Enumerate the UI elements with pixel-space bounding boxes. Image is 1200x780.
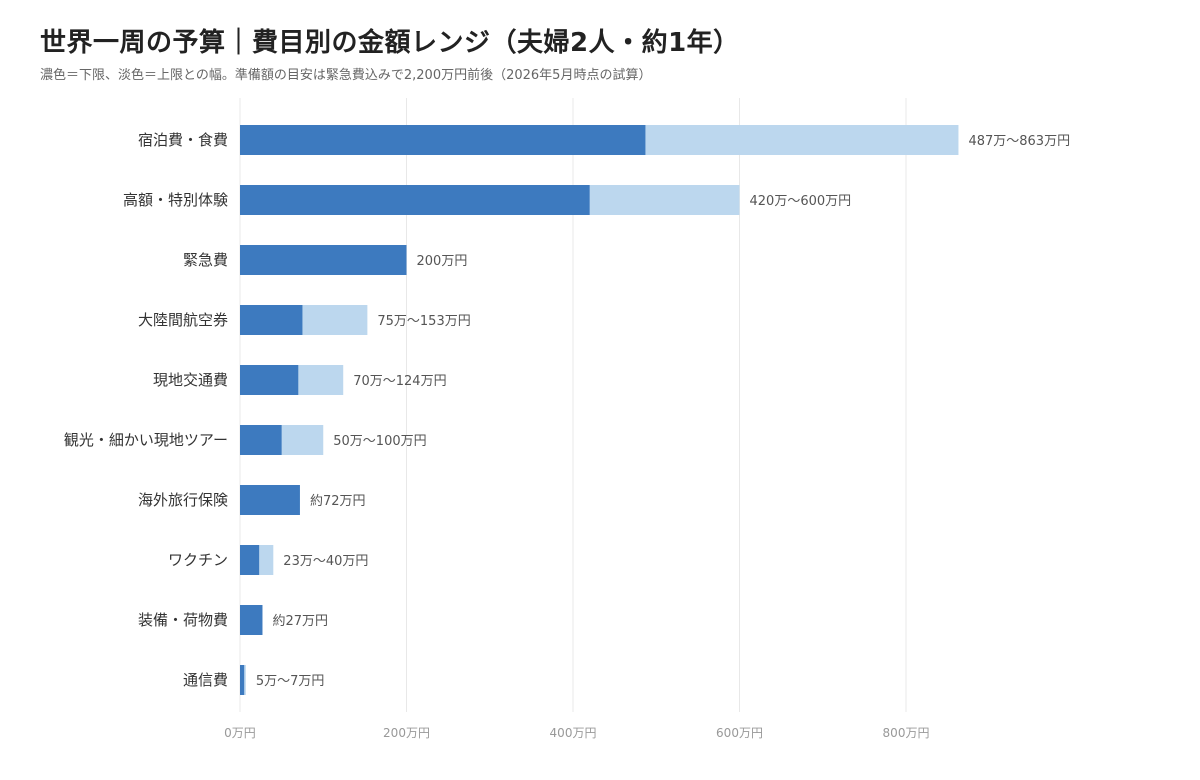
category-label: 観光・細かい現地ツアー — [64, 431, 228, 449]
value-label: 420万〜600万円 — [750, 194, 852, 209]
labels: 0万円 200万円 400万円 600万円 800万円 宿泊費・食費 487万〜863万円高… — [64, 131, 1070, 740]
bar-lower — [240, 125, 646, 155]
x-tick-label: 600万円 — [716, 726, 763, 740]
category-label: ワクチン — [168, 551, 228, 569]
x-tick-label: 0万円 — [224, 726, 256, 740]
bar-lower — [240, 425, 282, 455]
value-label: 約27万円 — [272, 614, 328, 629]
value-label: 200万円 — [417, 254, 468, 269]
chart-title: 世界一周の予算｜費目別の金額レンジ（夫婦2人・約1年） — [40, 28, 740, 58]
chart-subtitle: 濃色＝下限、淡色＝上限との幅。準備額の目安は緊急費込みで2,200万円前後（20… — [40, 68, 652, 83]
x-tick-label: 800万円 — [883, 726, 930, 740]
value-label: 70万〜124万円 — [353, 374, 446, 389]
category-label: 緊急費 — [183, 251, 228, 269]
category-label: 高額・特別体験 — [123, 191, 228, 209]
value-label: 5万〜7万円 — [256, 674, 325, 689]
value-label: 487万〜863万円 — [968, 134, 1070, 149]
category-label: 現地交通費 — [153, 371, 228, 389]
category-label: 大陸間航空券 — [138, 311, 228, 329]
bar-lower — [240, 185, 590, 215]
bar-lower — [240, 365, 299, 395]
category-label: 海外旅行保険 — [138, 491, 228, 509]
value-label: 約72万円 — [310, 494, 366, 509]
bar-lower — [240, 665, 245, 695]
bar-lower — [240, 485, 300, 515]
x-tick-label: 400万円 — [550, 726, 597, 740]
bars — [240, 125, 959, 695]
value-label: 50万〜100万円 — [333, 434, 426, 449]
bar-lower — [240, 545, 260, 575]
bar-lower — [240, 605, 263, 635]
bar-lower — [240, 245, 407, 275]
bar-lower — [240, 305, 303, 335]
category-label: 宿泊費・食費 — [138, 131, 228, 149]
category-label: 装備・荷物費 — [138, 611, 228, 629]
category-label: 通信費 — [183, 671, 228, 689]
value-label: 23万〜40万円 — [283, 554, 368, 569]
value-label: 75万〜153万円 — [377, 314, 470, 329]
x-tick-label: 200万円 — [383, 726, 430, 740]
